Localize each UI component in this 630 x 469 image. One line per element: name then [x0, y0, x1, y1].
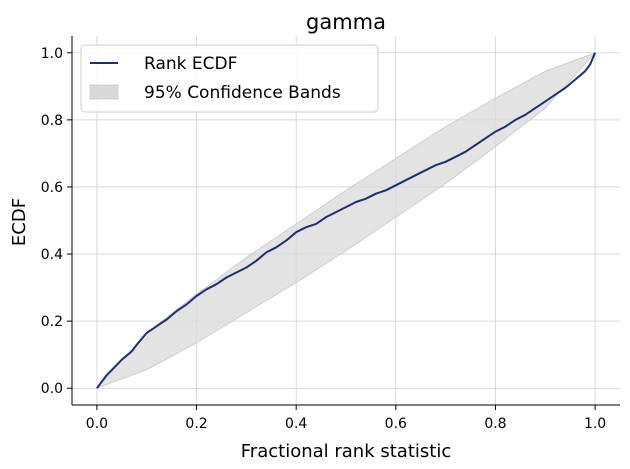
- legend-band-swatch: [89, 84, 119, 100]
- chart-title: gamma: [306, 10, 386, 34]
- legend-label-ecdf: Rank ECDF: [144, 54, 237, 74]
- legend-box: [80, 44, 379, 113]
- tick-labels: 0.0 0.2 0.4 0.6 0.8 1.0 0.0 0.2 0.4 0.6 0.8 1.0: [41, 46, 606, 432]
- x-tick-label: 0.0: [86, 416, 108, 432]
- x-tick-label: 0.4: [285, 416, 307, 432]
- y-tick-label: 0.2: [41, 314, 63, 330]
- y-tick-label: 0.0: [41, 381, 63, 397]
- x-tick-label: 0.6: [385, 416, 407, 432]
- y-tick-label: 0.4: [41, 247, 63, 263]
- y-tick-label: 1.0: [41, 46, 63, 62]
- x-tick-label: 0.8: [484, 416, 506, 432]
- x-tick-label: 0.2: [185, 416, 207, 432]
- y-tick-label: 0.8: [41, 113, 63, 129]
- x-axis-title: Fractional rank statistic: [241, 441, 451, 462]
- legend-label-band: 95% Confidence Bands: [144, 83, 341, 103]
- ecdf-line: [96, 52, 597, 389]
- ecdf-line-group: [96, 52, 597, 389]
- y-tick-label: 0.6: [41, 180, 63, 196]
- y-axis-title: ECDF: [9, 198, 30, 246]
- legend: Rank ECDF 95% Confidence Bands: [80, 44, 379, 113]
- axes: [67, 36, 620, 410]
- x-tick-label: 1.0: [584, 416, 606, 432]
